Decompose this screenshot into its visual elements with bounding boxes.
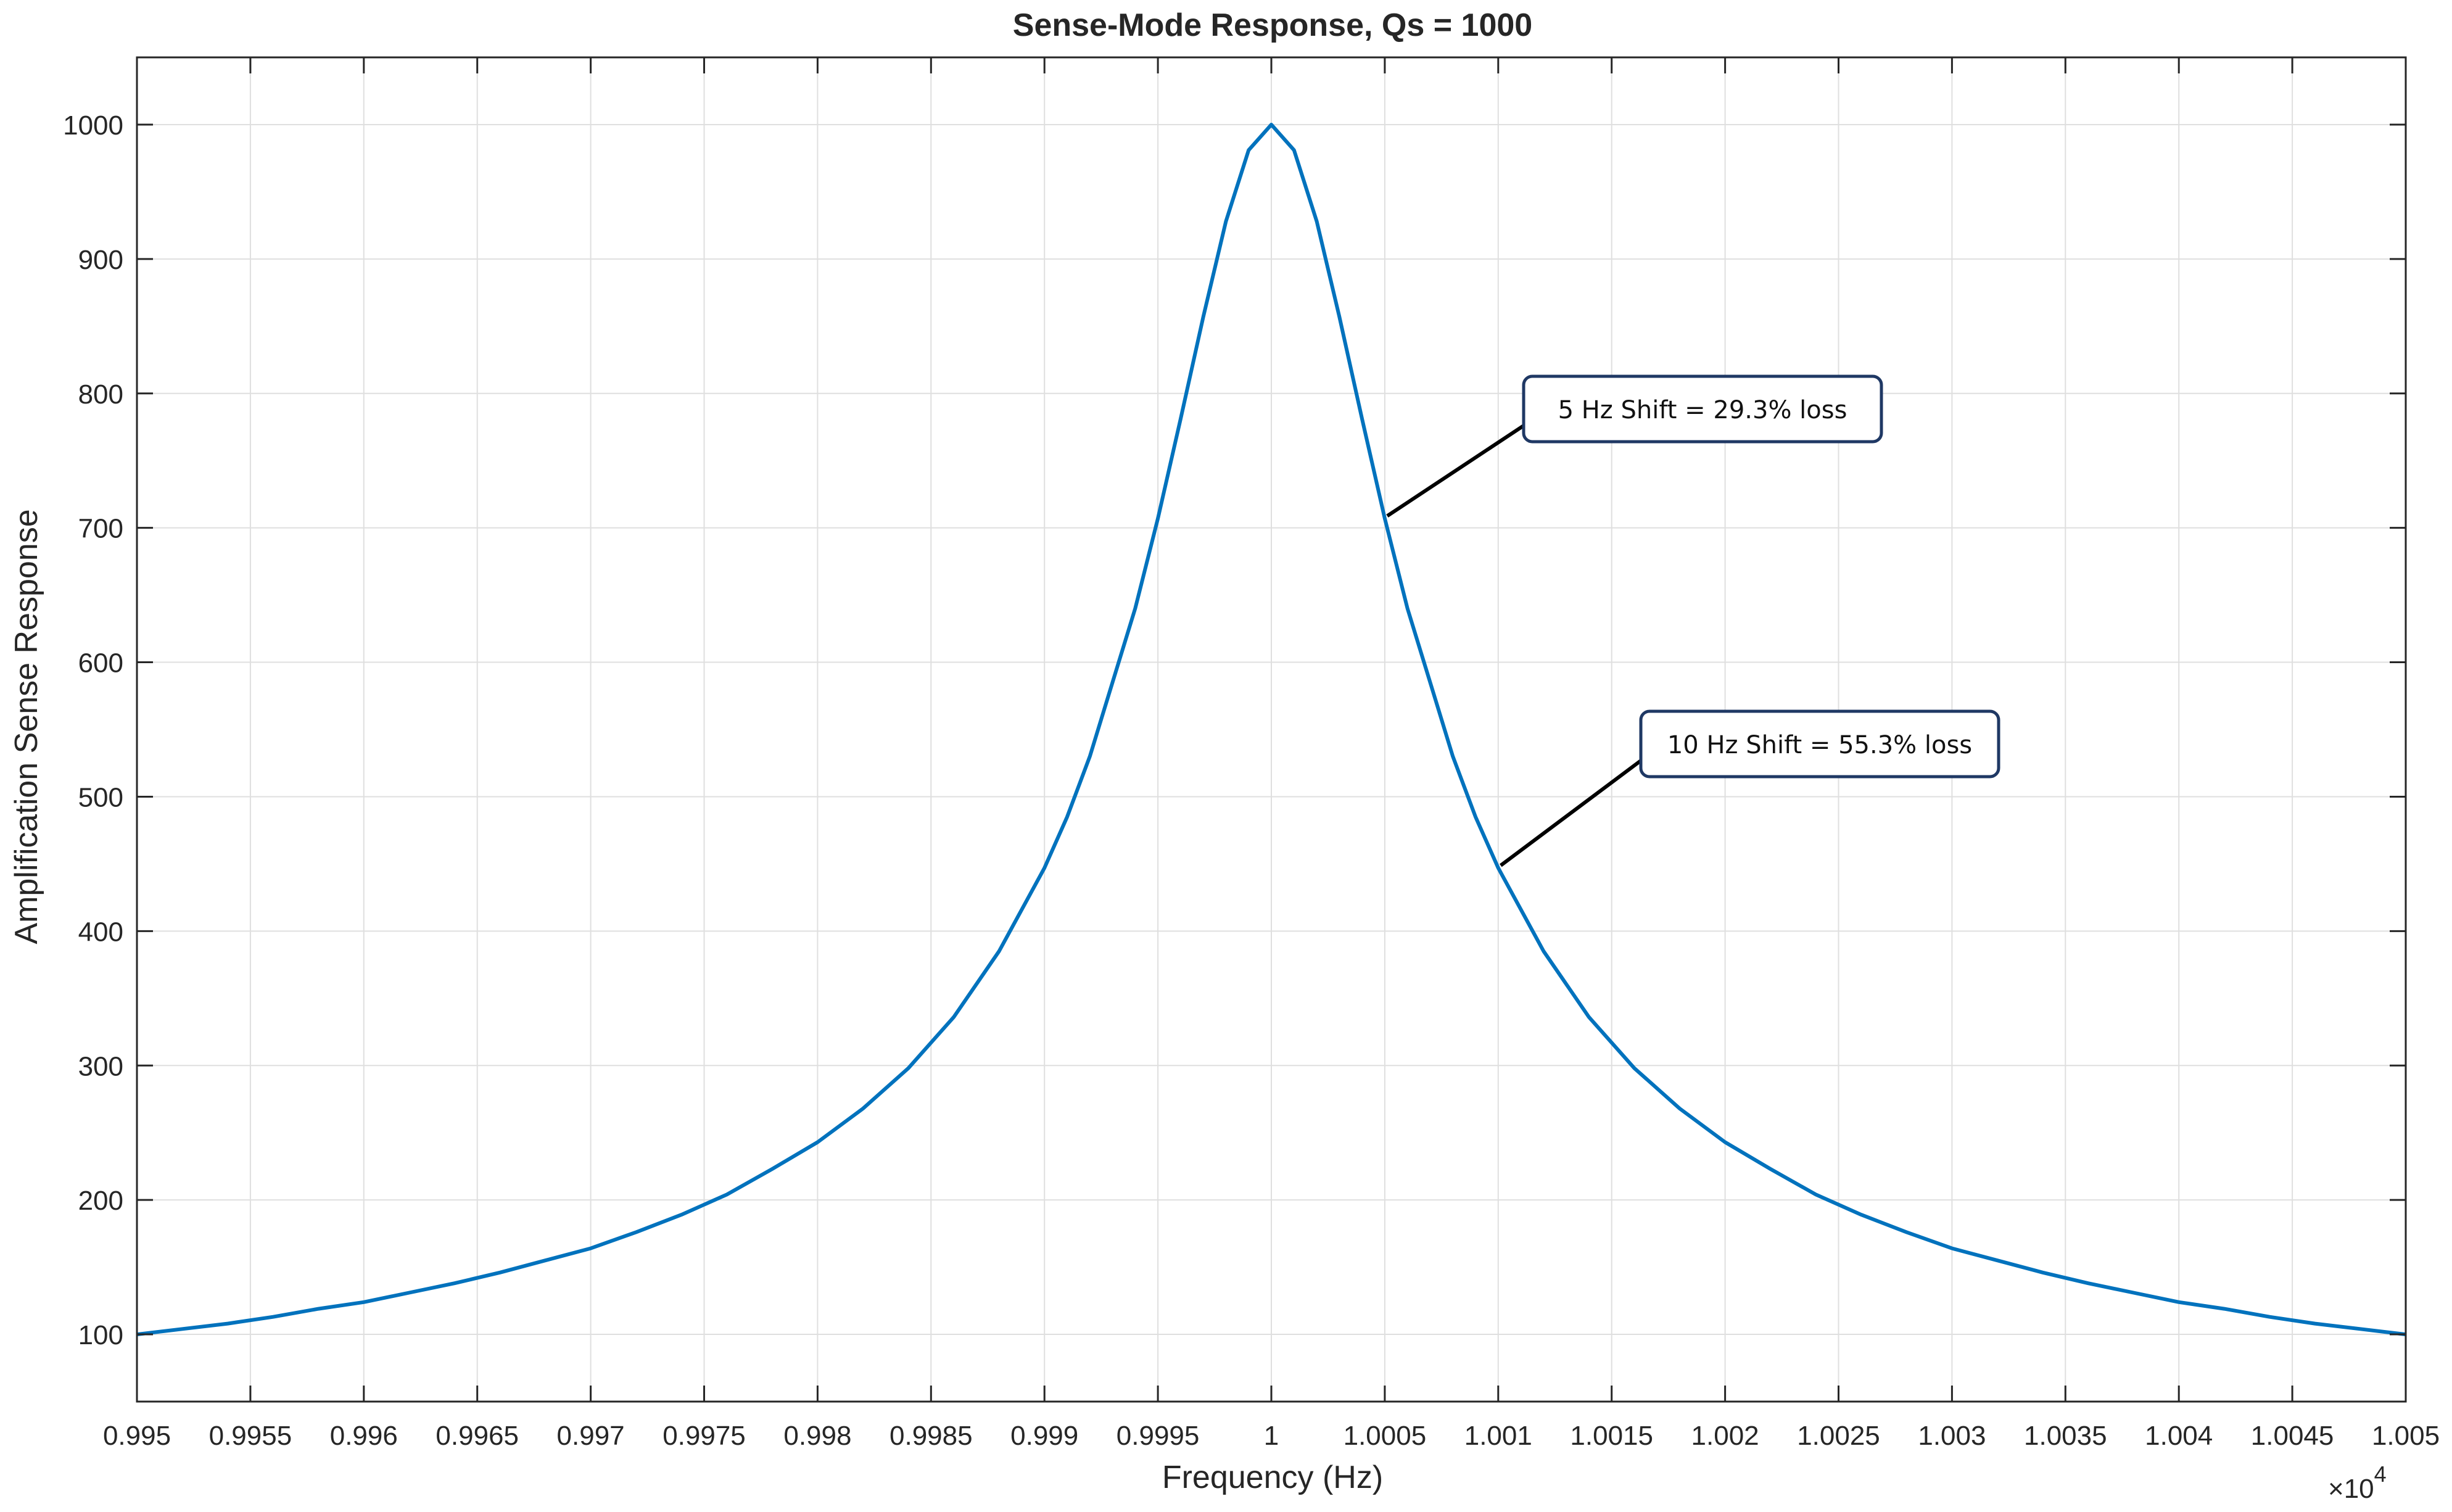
x-tick-label: 0.9955	[209, 1421, 292, 1451]
x-tick-label: 0.995	[103, 1421, 171, 1451]
annotations: 5 Hz Shift = 29.3% loss 10 Hz Shift = 55.…	[1386, 374, 2000, 867]
grid	[136, 57, 2406, 1402]
x-axis-label: Frequency (Hz)	[1162, 1460, 1383, 1495]
x-tick-label: 1.0025	[1797, 1421, 1880, 1451]
callout-label: 5 Hz Shift = 29.3% loss	[1558, 396, 1847, 424]
x-tick-label: 1.0035	[2024, 1421, 2107, 1451]
y-axis-label: Amplification Sense Response	[9, 509, 44, 944]
x-tick-label: 1.001	[1464, 1421, 1532, 1451]
response-curve	[136, 123, 2406, 1337]
x-tick-label: 1.0045	[2251, 1421, 2334, 1451]
x-axis-exponent: ×104	[2328, 1461, 2387, 1504]
x-tick-label: 0.9965	[435, 1421, 519, 1451]
x-tick-label: 1.002	[1691, 1421, 1759, 1451]
x-tick-label: 1	[1264, 1421, 1279, 1451]
x-tick-label: 0.998	[783, 1421, 851, 1451]
y-tick-label: 300	[78, 1051, 123, 1081]
y-tick-labels: 100 200 300 400 500 600 700 800 900 1000	[63, 110, 123, 1350]
callout-box	[1639, 709, 2000, 779]
x-tick-label: 0.9995	[1117, 1421, 1200, 1451]
y-tick-label: 700	[78, 514, 123, 544]
x-tick-label: 0.997	[557, 1421, 625, 1451]
x-tick-label: 1.005	[2372, 1421, 2440, 1451]
y-tick-label: 200	[78, 1186, 123, 1216]
y-tick-label: 1000	[63, 110, 123, 141]
x-axis-exponent-base: ×10	[2328, 1474, 2374, 1504]
x-tick-label: 0.9975	[663, 1421, 746, 1451]
tick-marks	[136, 57, 2407, 1402]
y-tick-label: 600	[78, 648, 123, 679]
callout-box	[1522, 374, 1883, 444]
chart-title: Sense-Mode Response, Qs = 1000	[1013, 7, 1532, 43]
x-tick-label: 1.0005	[1344, 1421, 1427, 1451]
callout-leader-line	[1500, 759, 1642, 867]
x-tick-label: 0.996	[330, 1421, 398, 1451]
y-tick-label: 800	[78, 379, 123, 410]
y-tick-label: 100	[78, 1320, 123, 1350]
x-axis-exponent-power: 4	[2374, 1461, 2387, 1487]
x-tick-label: 1.004	[2145, 1421, 2213, 1451]
callout-label: 10 Hz Shift = 55.3% loss	[1667, 731, 1972, 759]
y-tick-label: 500	[78, 782, 123, 812]
y-tick-label: 400	[78, 917, 123, 947]
x-tick-label: 0.9985	[890, 1421, 973, 1451]
y-tick-label: 900	[78, 245, 123, 275]
x-tick-labels: 0.995 0.9955 0.996 0.9965 0.997 0.9975 0.998 0.…	[103, 1421, 2440, 1451]
x-tick-label: 1.003	[1918, 1421, 1986, 1451]
x-tick-label: 0.999	[1010, 1421, 1078, 1451]
callout-leader-line	[1386, 424, 1525, 518]
series-layer	[136, 123, 2406, 1337]
x-tick-label: 1.0015	[1570, 1421, 1653, 1451]
